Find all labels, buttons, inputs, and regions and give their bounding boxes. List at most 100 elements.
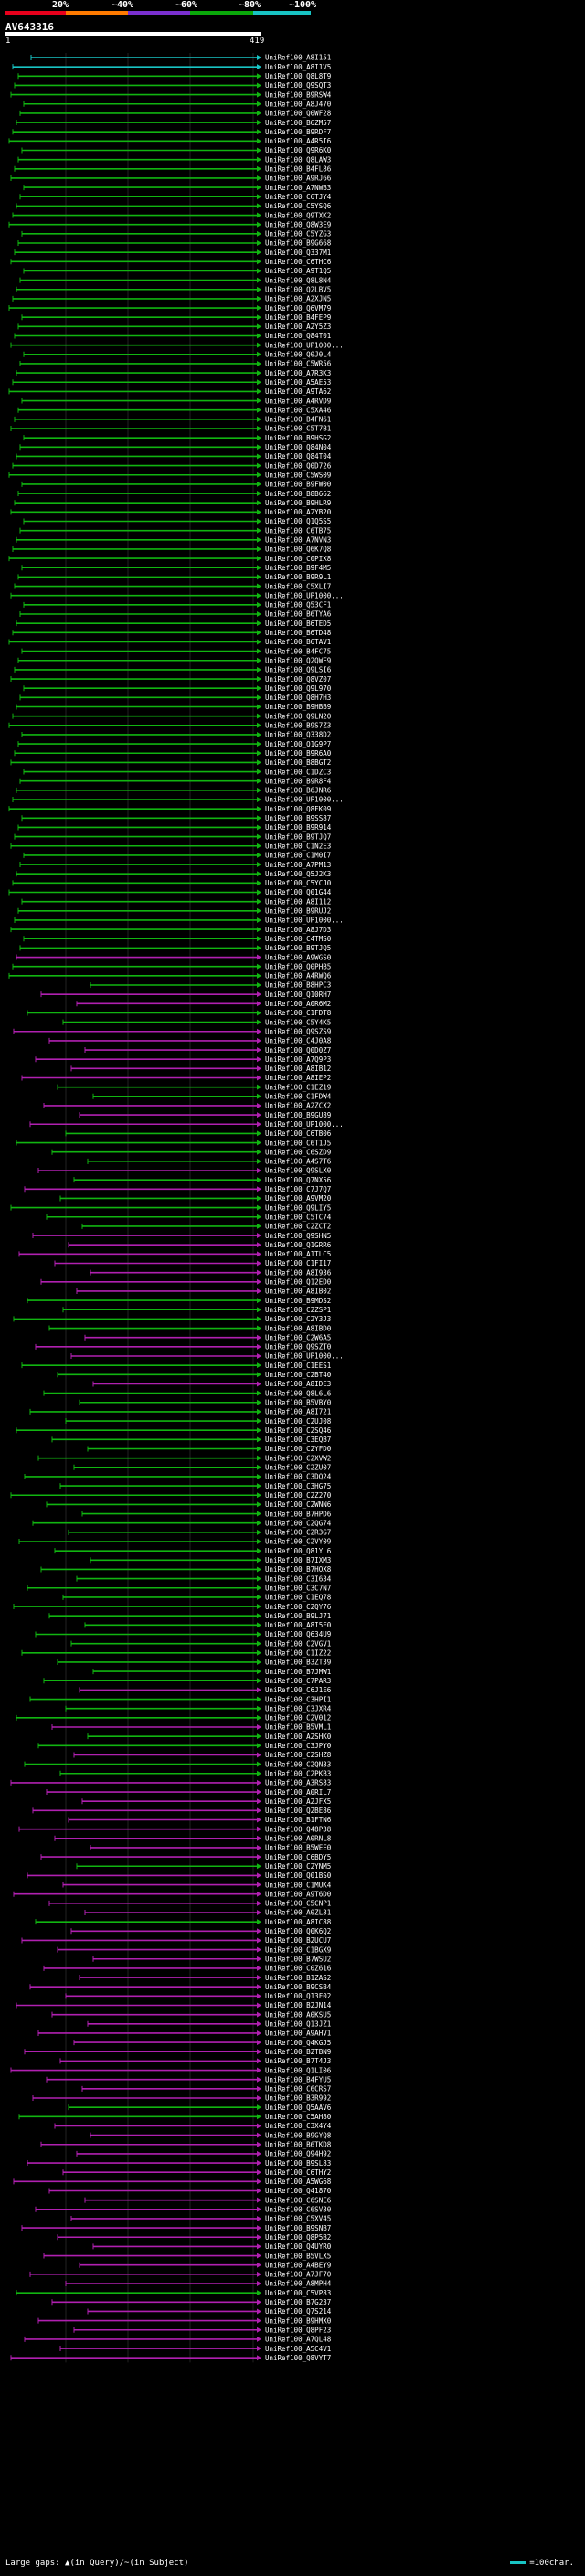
hit-name[interactable]: UniRef100_Q0D726 (265, 461, 332, 470)
hit-name[interactable]: UniRef100_A4BEY9 (265, 2261, 331, 2269)
hit-name[interactable]: UniRef100_A2XJN5 (265, 295, 331, 303)
hit-name[interactable]: UniRef100_B9FW00 (265, 481, 332, 489)
hit-name[interactable]: UniRef100_C5WR56 (265, 360, 332, 368)
hit-name[interactable]: UniRef100_A0ZL31 (265, 1909, 331, 1917)
hit-name[interactable]: UniRef100_C1MUK4 (265, 1881, 332, 1889)
hit-name[interactable]: UniRef100_UP1000... (265, 591, 344, 599)
hit-name[interactable]: UniRef100_C3JPY0 (265, 1742, 332, 1750)
hit-row[interactable]: UniRef100_C1EES1 (21, 1362, 331, 1370)
hit-row[interactable]: UniRef100_A7QL48 (24, 2336, 332, 2344)
hit-row[interactable]: UniRef100_C1N2E3 (10, 842, 331, 850)
hit-name[interactable]: UniRef100_C2ZSP1 (265, 1306, 331, 1314)
hit-name[interactable]: UniRef100_A2ZCX2 (265, 1102, 331, 1110)
hit-name[interactable]: UniRef100_Q12ED0 (265, 1278, 332, 1287)
hit-name[interactable]: UniRef100_A9VM20 (265, 1194, 332, 1203)
hit-row[interactable]: UniRef100_Q8H7H3 (19, 694, 331, 702)
hit-row[interactable]: UniRef100_C1M0I7 (23, 852, 331, 860)
hit-row[interactable]: UniRef100_Q0D0Z7 (84, 1046, 331, 1055)
hit-row[interactable]: UniRef100_C5YSQ6 (16, 202, 332, 210)
hit-name[interactable]: UniRef100_A8I1V5 (265, 63, 331, 71)
hit-name[interactable]: UniRef100_A8IEP2 (265, 1074, 331, 1082)
hit-name[interactable]: UniRef100_A8J470 (265, 100, 332, 108)
hit-name[interactable]: UniRef100_A8I721 (265, 1408, 331, 1416)
hit-name[interactable]: UniRef100_Q338D2 (265, 731, 331, 739)
hit-row[interactable]: UniRef100_B8HPC3 (90, 981, 331, 990)
hit-name[interactable]: UniRef100_C1EQ78 (265, 1594, 332, 1602)
hit-row[interactable]: UniRef100_C2V012 (16, 1714, 331, 1723)
hit-name[interactable]: UniRef100_Q6K7Q8 (265, 546, 332, 554)
hit-row[interactable]: UniRef100_B9G668 (17, 239, 332, 248)
hit-row[interactable]: UniRef100_A8I936 (90, 1268, 332, 1277)
hit-row[interactable]: UniRef100_C5CNP1 (48, 1900, 331, 1908)
hit-row[interactable]: UniRef100_C5Y4K5 (62, 1018, 331, 1026)
hit-row[interactable]: UniRef100_Q8FK09 (8, 805, 331, 813)
hit-row[interactable]: UniRef100_C5TC74 (46, 1213, 332, 1221)
hit-row[interactable]: UniRef100_C2SQ46 (16, 1426, 332, 1435)
hit-name[interactable]: UniRef100_Q1G9P7 (265, 740, 331, 748)
hit-row[interactable]: UniRef100_Q4UYR0 (92, 2242, 332, 2251)
hit-name[interactable]: UniRef100_B6TD48 (265, 629, 332, 637)
hit-row[interactable]: UniRef100_B9RDF7 (12, 128, 331, 136)
hit-name[interactable]: UniRef100_A8IB02 (265, 1288, 331, 1296)
hit-row[interactable]: UniRef100_A2Y5Z3 (17, 323, 331, 331)
hit-row[interactable]: UniRef100_Q7S214 (87, 2307, 332, 2316)
hit-name[interactable]: UniRef100_A8IB12 (265, 1065, 331, 1073)
hit-row[interactable]: UniRef100_A0RNL8 (54, 1835, 332, 1843)
hit-row[interactable]: UniRef100_Q7NX56 (73, 1176, 332, 1184)
hit-row[interactable]: UniRef100_A7R3K3 (16, 369, 331, 377)
hit-name[interactable]: UniRef100_B9G668 (265, 239, 332, 248)
hit-row[interactable]: UniRef100_Q9R6K0 (21, 146, 332, 154)
hit-name[interactable]: UniRef100_Q9L970 (265, 684, 332, 693)
hit-row[interactable]: UniRef100_B4FC75 (21, 647, 331, 655)
hit-row[interactable]: UniRef100_C5YZG3 (21, 230, 331, 239)
hit-row[interactable]: UniRef100_B9HMX0 (37, 2316, 332, 2325)
hit-row[interactable]: UniRef100_Q8P5B2 (57, 2233, 331, 2242)
hit-row[interactable]: UniRef100_C1MUK4 (62, 1881, 332, 1889)
hit-name[interactable]: UniRef100_B7G237 (265, 2298, 331, 2306)
hit-row[interactable]: UniRef100_A4BEY9 (79, 2261, 331, 2269)
hit-name[interactable]: UniRef100_B9HLR9 (265, 499, 331, 507)
hit-row[interactable]: UniRef100_Q41870 (48, 2187, 332, 2195)
hit-row[interactable]: UniRef100_C2VGV1 (70, 1639, 331, 1648)
hit-row[interactable]: UniRef100_C0PIX8 (8, 555, 332, 563)
hit-row[interactable]: UniRef100_C1FDW4 (92, 1093, 332, 1101)
hit-row[interactable]: UniRef100_A8MPH4 (65, 2280, 332, 2288)
hit-row[interactable]: UniRef100_Q8L8N4 (19, 276, 332, 284)
hit-row[interactable]: UniRef100_Q0PHB5 (12, 962, 331, 970)
hit-row[interactable]: UniRef100_Q0K6Q2 (70, 1927, 331, 1935)
hit-name[interactable]: UniRef100_B9TJQ7 (265, 832, 331, 841)
hit-name[interactable]: UniRef100_C2Z270 (265, 1491, 332, 1500)
hit-row[interactable]: UniRef100_B6TKD8 (40, 2140, 332, 2148)
hit-row[interactable]: UniRef100_C1EZ19 (57, 1083, 331, 1091)
hit-name[interactable]: UniRef100_UP1000... (265, 1120, 344, 1129)
hit-name[interactable]: UniRef100_C2SQ46 (265, 1426, 332, 1435)
hit-row[interactable]: UniRef100_C2W6A5 (84, 1333, 331, 1341)
hit-row[interactable]: UniRef100_Q9LN20 (12, 712, 332, 720)
hit-name[interactable]: UniRef100_Q8PF23 (265, 2326, 331, 2334)
hit-row[interactable]: UniRef100_Q4KGJ5 (73, 2039, 331, 2047)
hit-name[interactable]: UniRef100_C5XLI7 (265, 582, 331, 590)
hit-name[interactable]: UniRef100_C5VP83 (265, 2289, 331, 2297)
hit-name[interactable]: UniRef100_C1EZ19 (265, 1083, 331, 1091)
hit-row[interactable]: UniRef100_C2R3G7 (68, 1529, 331, 1537)
hit-name[interactable]: UniRef100_C2V012 (265, 1714, 331, 1723)
hit-row[interactable]: UniRef100_Q9SZT0 (35, 1343, 332, 1352)
hit-name[interactable]: UniRef100_Q5J2K3 (265, 870, 331, 878)
hit-row[interactable]: UniRef100_B6TD48 (12, 629, 332, 637)
hit-name[interactable]: UniRef100_A3RS83 (265, 1779, 331, 1787)
hit-row[interactable]: UniRef100_Q13F02 (65, 1992, 331, 2000)
hit-name[interactable]: UniRef100_C3X4Y4 (265, 2122, 332, 2130)
hit-name[interactable]: UniRef100_A9T1Q5 (265, 267, 331, 275)
hit-row[interactable]: UniRef100_A0R6M2 (76, 1000, 331, 1008)
hit-name[interactable]: UniRef100_B7JMW1 (265, 1668, 331, 1676)
hit-name[interactable]: UniRef100_A2Y5Z3 (265, 323, 331, 331)
hit-name[interactable]: UniRef100_C1M0I7 (265, 852, 331, 860)
hit-row[interactable]: UniRef100_A9AHV1 (37, 2030, 331, 2038)
hit-row[interactable]: UniRef100_A8I1V5 (12, 63, 331, 71)
hit-row[interactable]: UniRef100_C5T7B1 (10, 425, 331, 433)
hit-name[interactable]: UniRef100_A2YB20 (265, 508, 332, 516)
hit-row[interactable]: UniRef100_A8J7D3 (10, 926, 331, 934)
hit-row[interactable]: UniRef100_A8J470 (23, 100, 332, 108)
hit-row[interactable]: UniRef100_B4FYU5 (46, 2075, 331, 2083)
hit-row[interactable]: UniRef100_C3DQ24 (24, 1473, 332, 1481)
